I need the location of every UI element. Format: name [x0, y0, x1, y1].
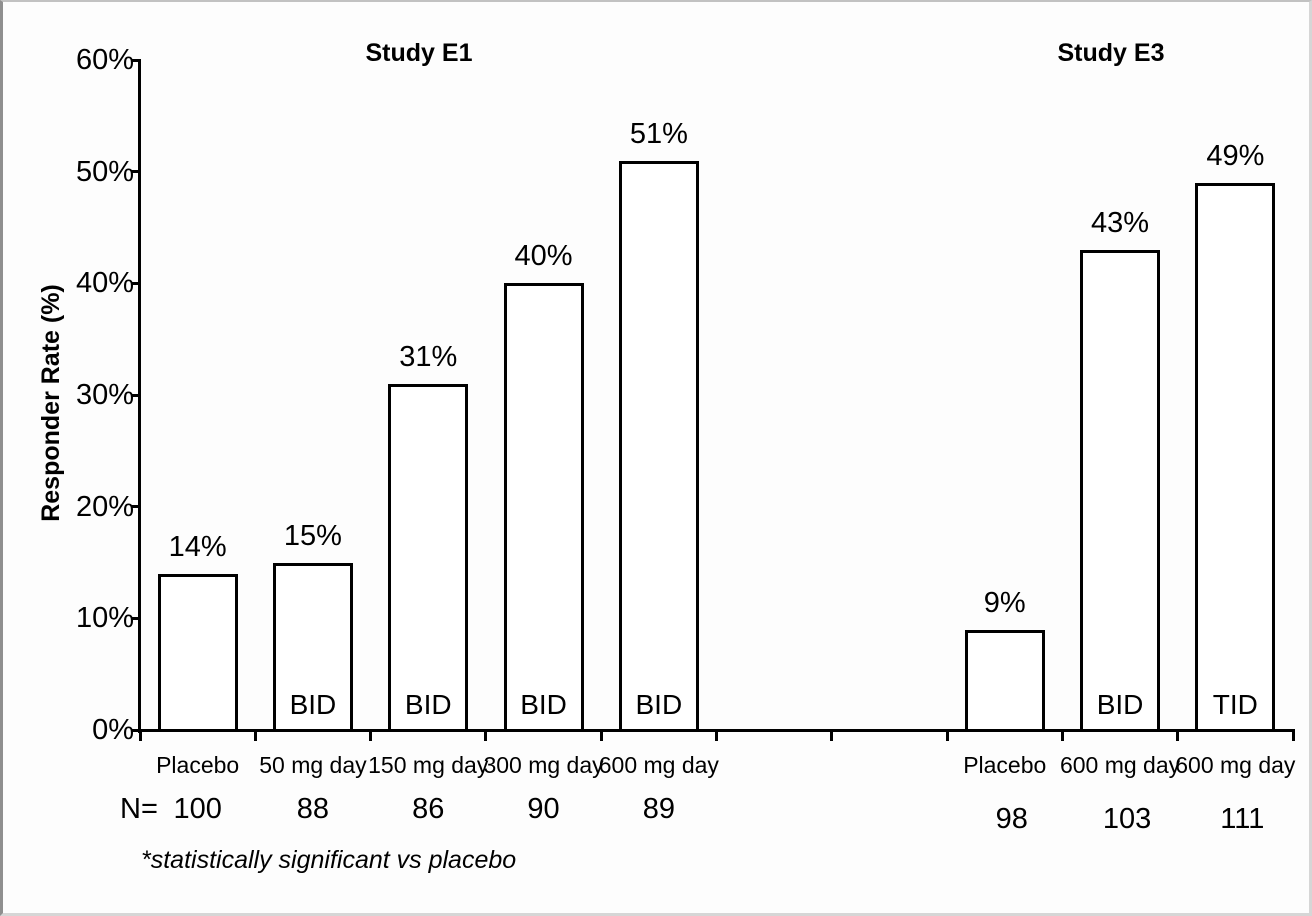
x-tick: [1291, 730, 1295, 741]
bar-n-label: 111: [1220, 803, 1265, 835]
y-tick: [131, 393, 140, 397]
x-tick: [138, 730, 142, 741]
bar: [1080, 249, 1161, 732]
bar-value-label: 31%: [399, 340, 458, 373]
bar-category-label: 300 mg day: [483, 752, 604, 778]
bar-category-label: 150 mg day: [368, 752, 489, 778]
x-tick: [1060, 730, 1064, 741]
bar-value-label: 14%: [168, 530, 227, 563]
bar-n-label: 103: [1102, 803, 1152, 835]
bar: [503, 283, 584, 732]
bar-category-label: 600 mg day: [598, 752, 719, 778]
x-tick: [830, 730, 834, 741]
y-tick: [131, 58, 140, 62]
y-tick-label: 10%: [75, 602, 134, 635]
y-tick: [131, 728, 140, 732]
x-tick: [484, 730, 488, 741]
y-tick-label: 60%: [75, 44, 134, 76]
bar-value-label: 49%: [1206, 139, 1265, 172]
bar: [964, 629, 1045, 732]
bar-value-label: 9%: [983, 586, 1026, 619]
y-tick: [131, 170, 140, 174]
bar-n-label: 90: [527, 793, 560, 825]
bar-freq-label: BID: [289, 689, 337, 720]
bar: [272, 562, 353, 732]
bar-n-label: 88: [296, 793, 330, 825]
bar-n-label: 86: [412, 793, 445, 825]
y-tick-label: 0%: [92, 714, 134, 746]
bar-freq-label: BID: [404, 689, 452, 720]
bar-freq-label: BID: [635, 689, 683, 720]
bar-value-label: 40%: [514, 240, 573, 273]
bar: [388, 383, 469, 732]
y-tick-label: 20%: [75, 490, 134, 523]
study-e3-title: Study E3: [1057, 39, 1165, 67]
y-tick-label: 50%: [75, 155, 134, 188]
y-tick: [131, 281, 140, 285]
bar-freq-label: BID: [520, 689, 567, 720]
study-e1-title: Study E1: [365, 39, 473, 67]
y-tick: [131, 616, 140, 620]
bar-category-label: Placebo: [156, 752, 240, 778]
bar: [157, 573, 238, 732]
x-tick: [945, 730, 949, 741]
x-tick: [253, 730, 257, 741]
x-tick: [715, 730, 718, 741]
bar: [618, 160, 699, 732]
bar-value-label: 43%: [1091, 206, 1150, 239]
y-tick-label: 40%: [75, 267, 134, 300]
bar-n-label: 98: [995, 803, 1028, 835]
bar: [1195, 182, 1276, 732]
bar-category-label: Placebo: [963, 752, 1047, 778]
footnote: *statistically significant vs placebo: [141, 846, 517, 874]
x-tick: [1176, 730, 1180, 741]
y-tick-label: 30%: [75, 379, 134, 411]
bar-value-label: 51%: [629, 117, 688, 150]
y-tick: [131, 505, 140, 509]
x-tick: [369, 730, 373, 741]
x-tick: [599, 730, 603, 741]
bar-category-label: 50 mg day: [259, 752, 367, 778]
y-axis-title: Responder Rate (%): [37, 284, 65, 522]
bar-freq-label: TID: [1212, 689, 1258, 720]
n-row-prefix: N=: [120, 793, 158, 825]
bar-value-label: 15%: [283, 519, 342, 552]
bar-n-label: 89: [642, 793, 675, 825]
bar-freq-label: BID: [1096, 689, 1144, 720]
bar-category-label: 600 mg day: [1175, 752, 1296, 778]
bar-category-label: 600 mg day: [1059, 752, 1181, 778]
bar-n-label: 100: [173, 793, 222, 825]
